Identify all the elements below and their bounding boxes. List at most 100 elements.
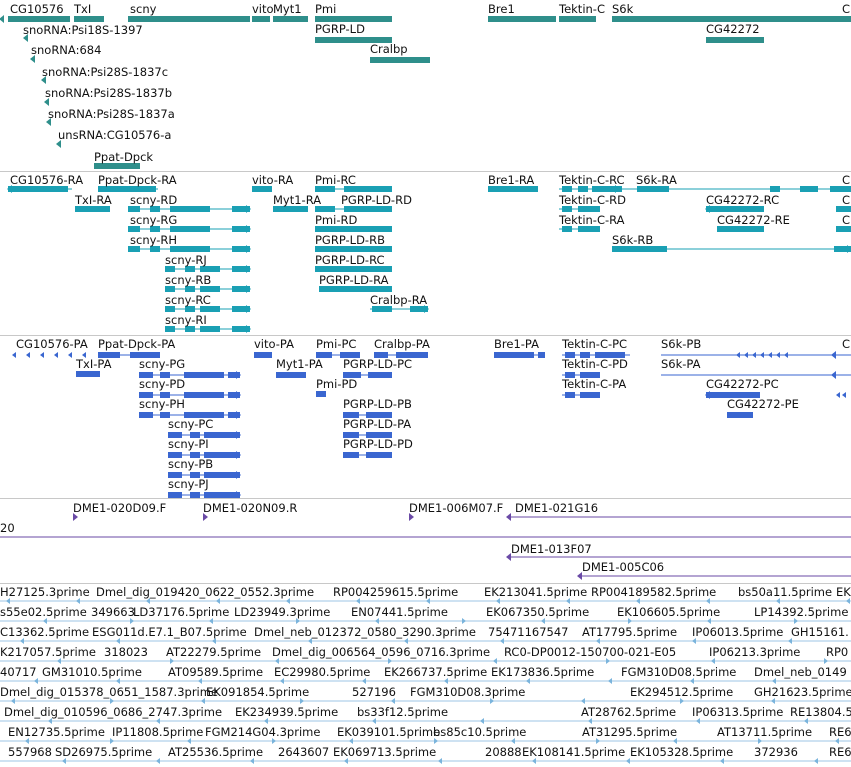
exon-block[interactable]: [150, 226, 160, 232]
transcript-label[interactable]: Tektin-C-RA: [559, 213, 625, 227]
exon-block[interactable]: [168, 452, 182, 458]
est-label[interactable]: AT13711.5prime: [717, 725, 813, 739]
exon-block[interactable]: [128, 206, 140, 212]
protein-label[interactable]: Tektin-C-PC: [562, 337, 628, 351]
exon-block[interactable]: [343, 412, 359, 418]
exon-block[interactable]: [228, 472, 240, 478]
exon-block[interactable]: [717, 226, 764, 232]
transcript-label[interactable]: Tektin-C-RD: [559, 193, 626, 207]
exon-block[interactable]: [344, 186, 392, 192]
exon-block[interactable]: [160, 372, 170, 378]
est-label[interactable]: FGM310D08.3prime: [410, 685, 526, 699]
est-label[interactable]: GH15161.: [791, 625, 849, 639]
transcript-label[interactable]: S6k-RB: [612, 233, 654, 247]
exon-block[interactable]: [150, 246, 160, 252]
exon-block[interactable]: [190, 492, 200, 498]
protein-label[interactable]: TxI-PA: [76, 357, 112, 371]
protein-block[interactable]: [76, 371, 100, 377]
est-label[interactable]: 2643607: [278, 745, 330, 759]
exon-block[interactable]: [168, 492, 182, 498]
protein-label[interactable]: scny-PD: [139, 377, 186, 391]
exon-block[interactable]: [190, 472, 200, 478]
exon-block[interactable]: [204, 452, 234, 458]
exon-block[interactable]: [184, 412, 224, 418]
est-label[interactable]: EK069713.5prime: [333, 745, 437, 759]
est-label[interactable]: EK106605.5prime: [617, 605, 721, 619]
est-label[interactable]: EN12735.5prime: [8, 725, 105, 739]
exon-block[interactable]: [316, 352, 332, 358]
est-label[interactable]: EK091854.5prime: [206, 685, 310, 699]
est-label[interactable]: GH21623.5prime: [754, 685, 851, 699]
est-label[interactable]: EK266737.5prime: [384, 665, 488, 679]
gene-glyph[interactable]: [559, 16, 596, 22]
exon-block[interactable]: [8, 186, 68, 192]
gene-label[interactable]: CG10576: [10, 2, 64, 16]
transcript-label[interactable]: scny-RG: [130, 213, 178, 227]
transcript-label[interactable]: TxI-RA: [75, 193, 112, 207]
gene-label[interactable]: scny: [130, 2, 157, 16]
exon-block[interactable]: [578, 186, 588, 192]
exon-block[interactable]: [228, 492, 240, 498]
est-label[interactable]: IP11808.5prime: [112, 725, 204, 739]
est-label[interactable]: 20888: [485, 745, 522, 759]
gene-label[interactable]: C: [842, 2, 851, 16]
exon-block[interactable]: [319, 286, 392, 292]
exon-block[interactable]: [228, 412, 240, 418]
est-label[interactable]: IP06213.3prime: [709, 645, 801, 659]
est-label[interactable]: EK173836.5prime: [491, 665, 595, 679]
gene-label[interactable]: Cralbp: [370, 42, 408, 56]
est-label[interactable]: EK039101.5prime: [337, 725, 441, 739]
exon-block[interactable]: [185, 266, 195, 272]
exon-block[interactable]: [232, 246, 250, 252]
exon-block[interactable]: [276, 372, 306, 378]
exon-block[interactable]: [578, 206, 600, 212]
protein-label[interactable]: CG42272-PE: [727, 397, 799, 411]
protein-label[interactable]: Ppat-Dpck-PA: [98, 337, 176, 351]
gene-glyph[interactable]: [612, 16, 851, 22]
protein-label[interactable]: PGRP-LD-PC: [343, 357, 413, 371]
exon-block[interactable]: [273, 206, 308, 212]
est-label[interactable]: Dmel_dig_006564_0596_0716.3prime: [272, 645, 491, 659]
est-label[interactable]: Dmel_dig_015378_0651_1587.3prime: [0, 685, 219, 699]
est-label[interactable]: 527196: [352, 685, 396, 699]
est-label[interactable]: RE6: [829, 745, 851, 759]
exon-block[interactable]: [343, 452, 359, 458]
est-label[interactable]: bs33f12.5prime: [357, 705, 449, 719]
transcript-label[interactable]: scny-RB: [165, 273, 212, 287]
protein-label[interactable]: CG10576-PA: [16, 337, 88, 351]
exon-block[interactable]: [830, 186, 851, 192]
transcript-label[interactable]: Pmi-RD: [315, 213, 358, 227]
exon-block[interactable]: [185, 306, 195, 312]
est-label[interactable]: AT22279.5prime: [166, 645, 262, 659]
transcript-label[interactable]: scny-RH: [130, 233, 177, 247]
est-label[interactable]: H27125.3prime: [0, 585, 90, 599]
est-label[interactable]: C13362.5prime: [0, 625, 90, 639]
exon-block[interactable]: [538, 352, 545, 358]
transcript-label[interactable]: Myt1-RA: [273, 193, 322, 207]
transcript-label[interactable]: Cralbp-RA: [370, 293, 428, 307]
exon-block[interactable]: [130, 352, 160, 358]
transcript-label[interactable]: CG42272-RC: [706, 193, 780, 207]
exon-block[interactable]: [578, 226, 600, 232]
protein-label[interactable]: S6k-PA: [661, 357, 701, 371]
est-label[interactable]: RP0: [826, 645, 849, 659]
exon-block[interactable]: [200, 306, 220, 312]
protein-label[interactable]: S6k-PB: [661, 337, 702, 351]
est-label[interactable]: K217057.5prime: [0, 645, 96, 659]
exon-block[interactable]: [368, 372, 392, 378]
gene-glyph[interactable]: [273, 16, 308, 22]
exon-block[interactable]: [228, 432, 240, 438]
exon-block[interactable]: [252, 186, 272, 192]
transcript-label[interactable]: Bre1-RA: [488, 173, 535, 187]
gene-label[interactable]: Tektin-C: [559, 2, 605, 16]
gene-label[interactable]: vito: [252, 2, 274, 16]
protein-label[interactable]: PGRP-LD-PA: [343, 417, 412, 431]
exon-block[interactable]: [184, 392, 224, 398]
protein-block[interactable]: [316, 391, 326, 397]
transcript-label[interactable]: scny-RI: [165, 313, 207, 327]
exon-block[interactable]: [232, 286, 250, 292]
exon-block[interactable]: [770, 186, 780, 192]
ncrna-label[interactable]: snoRNA:684: [31, 43, 102, 57]
exon-block[interactable]: [562, 186, 572, 192]
exon-block[interactable]: [228, 452, 240, 458]
